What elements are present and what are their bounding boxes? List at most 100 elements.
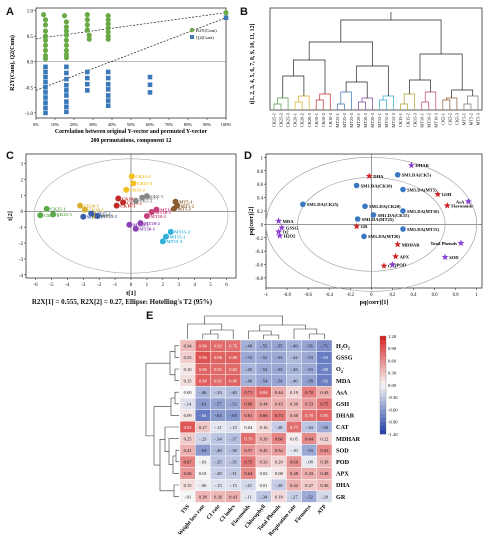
loading-star (275, 217, 283, 224)
heatmap-cell-value: 0.40 (290, 413, 299, 418)
x-tick-label: 0.2 (389, 293, 396, 298)
loading-star (408, 161, 415, 169)
q2-point (64, 88, 69, 93)
x-tick-label: 1 (476, 293, 479, 298)
leaf-label: MT25-2 (342, 113, 347, 128)
x-tick-label: 50% (127, 122, 136, 127)
heatmap-cell-value: -.11 (214, 425, 222, 430)
y-tick-label: 0.5 (27, 35, 34, 40)
score-label: MT25-3 (95, 211, 112, 216)
dendro-branch (442, 99, 451, 110)
row-label-gssg: GSSG (336, 355, 353, 362)
score-point (115, 195, 122, 202)
dendro-branch (294, 101, 303, 110)
heatmap-cell-value: -.31 (230, 471, 238, 476)
y-tick-label: -0.6 (255, 264, 263, 269)
heatmap-cell-value: 0.10 (184, 367, 193, 372)
heatmap-cell-value: 0.75 (244, 460, 253, 465)
heatmap-cell-value: 0.48 (320, 471, 329, 476)
loading-circle (400, 186, 406, 193)
dendro-branch (273, 103, 282, 110)
loading-star (392, 252, 399, 260)
q2-point (64, 64, 69, 70)
heatmap-cell-value: 0.79 (229, 344, 238, 349)
score-label: MT15-2 (174, 230, 191, 235)
heatmap-cell-value: -.83 (321, 355, 329, 360)
y-tick-label: 3 (21, 163, 24, 168)
heatmap-cell-value: -.53 (275, 355, 283, 360)
loading-label: SM1.DA(MT25) (362, 217, 394, 222)
leaf-label: MT10-2 (426, 113, 431, 128)
score-label: CK20-2 (88, 207, 104, 212)
r2y-point (42, 37, 49, 43)
heatmap-cell-value: 0.41 (184, 448, 193, 453)
leaf-label: CK10-1 (314, 113, 319, 127)
loading-circle (394, 171, 401, 178)
x-tick-label: -4 (65, 283, 70, 288)
trend-line (35, 17, 227, 91)
x-tick-label: 0.6 (432, 293, 439, 298)
legend-swatch (380, 405, 386, 410)
heatmap-cell-value: 0.48 (290, 471, 299, 476)
q2-point (85, 88, 90, 93)
heatmap-cell-value: 0.27 (199, 425, 208, 430)
heatmap-cell-value: -.84 (199, 413, 207, 418)
legend-tick-label: -0.30 (388, 395, 398, 400)
r2y-point (63, 24, 69, 30)
dendro-branch (345, 81, 368, 98)
heatmap-cell-value: 0.36 (290, 402, 299, 407)
dendro-branch (361, 97, 373, 110)
r2y-point (86, 32, 92, 38)
dendro-branch (358, 101, 366, 110)
x-tick-label: 6 (225, 283, 228, 288)
row-dendro-branch (168, 438, 179, 465)
legend-swatch (380, 340, 386, 345)
heatmap-cell-value: -.01 (184, 494, 192, 499)
heatmap-cell-value: -.63 (214, 413, 222, 418)
legend-swatch (380, 364, 386, 369)
heatmap-cell-value: 0.20 (275, 460, 284, 465)
row-label-dhar: DHAR (336, 413, 355, 420)
heatmap-cell-value: -.55 (275, 344, 283, 349)
heatmap-cell-value: -.53 (306, 448, 314, 453)
heatmap-cell-value: 0.39 (260, 436, 269, 441)
score-point (143, 193, 150, 200)
q2-point (64, 99, 69, 104)
leaf-label: CK5-1 (440, 113, 445, 125)
heatmap-cell-value: -.55 (260, 344, 268, 349)
score-label: MT10-1 (155, 210, 172, 215)
heatmap-cell-value: -.53 (275, 367, 283, 372)
heatmap-cell-value: 0.01 (260, 483, 269, 488)
loading-label: SM1.DA(MT20) (368, 234, 400, 239)
heatmap-cell-value: -.61 (199, 402, 207, 407)
heatmap-cell-value: -.27 (290, 494, 298, 499)
heatmap-cell-value: 0.27 (305, 483, 314, 488)
x-tick-label: 2 (162, 283, 165, 288)
heatmap-cell-value: -.11 (245, 494, 253, 499)
col-dendro-branch (210, 329, 234, 339)
row-label-o2-: O2- (336, 366, 345, 374)
row-label-sod: SOD (336, 447, 349, 454)
y-axis-label: pq(corr)[2] (248, 207, 255, 236)
r2y-point (63, 19, 69, 25)
x-tick-label: 30% (89, 122, 98, 127)
leaf-label: CK5-2 (447, 113, 452, 125)
loading-star (434, 190, 442, 198)
heatmap-cell-value: -.57 (214, 402, 222, 407)
r2y-point (42, 22, 49, 28)
leaf-label: MT25-1 (335, 113, 340, 128)
heatmap-cell-value: 0.73 (275, 413, 284, 418)
row-label-apx: APX (336, 471, 349, 478)
col-dendro-branch (204, 315, 283, 325)
score-label: CK10-1 (122, 196, 138, 201)
loading-label: SM1.DA(MT5) (407, 187, 437, 192)
loading-circle (400, 226, 406, 232)
x-tick-label: -5 (49, 283, 54, 288)
x-tick-label: -0.8 (283, 293, 291, 298)
row-dendro-branch (159, 439, 174, 492)
x-tick-label: -1 (264, 293, 269, 298)
loading-star (380, 262, 388, 269)
score-point (139, 194, 146, 201)
score-label: MT15-1 (170, 234, 187, 239)
